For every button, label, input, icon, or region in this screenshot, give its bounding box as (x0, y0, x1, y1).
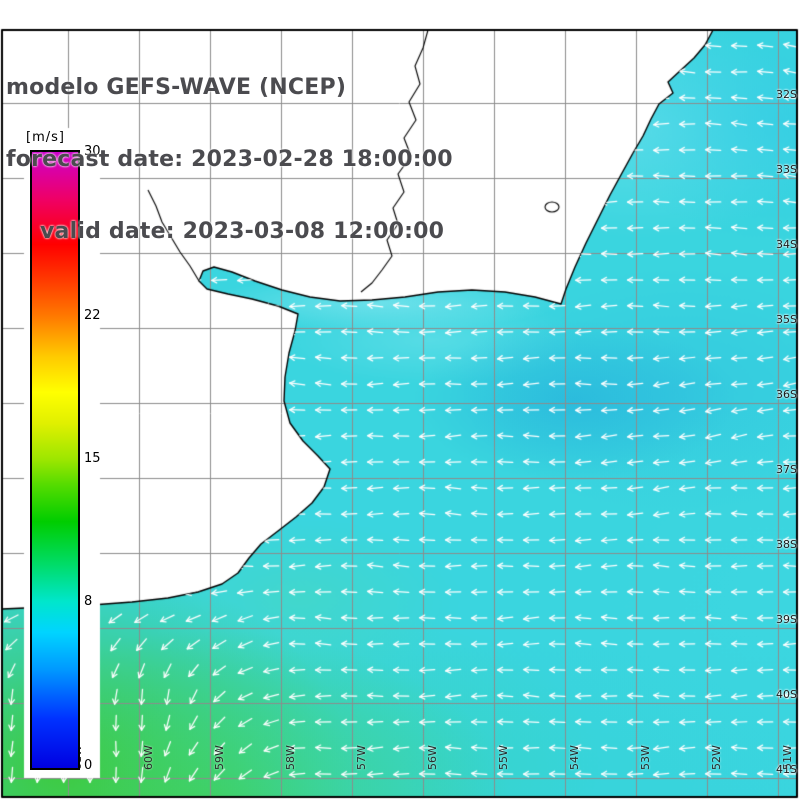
title-block: modelo GEFS-WAVE (NCEP) forecast date: 2… (6, 28, 453, 268)
colorbar-tick: 15 (84, 451, 101, 466)
colorbar-tick: 0 (84, 758, 93, 773)
colorbar-tick: 30 (84, 144, 101, 159)
forecast-date-label: forecast date: 2023-02-28 18:00:00 (6, 147, 453, 172)
colorbar-tick: 8 (84, 594, 93, 610)
valid-date-label: valid date: 2023-03-08 12:00:00 (40, 219, 445, 244)
colorbar-gradient (30, 150, 80, 770)
model-title: modelo GEFS-WAVE (NCEP) (6, 75, 347, 100)
colorbar-tick: 22 (84, 307, 101, 323)
colorbar-unit-label: [m/s] (26, 130, 65, 145)
